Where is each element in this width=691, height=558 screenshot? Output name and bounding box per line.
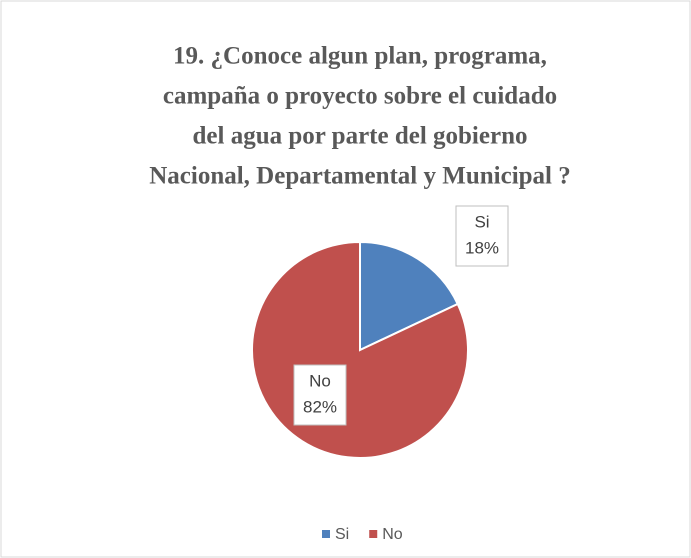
data-label-category: Si	[474, 212, 489, 231]
legend-label: No	[382, 526, 403, 543]
chart-title: 19. ¿Conoce algun plan, programa,	[173, 43, 547, 70]
data-label-box	[293, 364, 347, 426]
legend-label: Si	[335, 526, 349, 543]
chart-title: Nacional, Departamental y Municipal ?	[149, 163, 571, 190]
data-label-box	[455, 205, 509, 267]
data-label-category: No	[309, 371, 331, 390]
legend-swatch	[322, 530, 330, 538]
chart-title: campaña o proyecto sobre el cuidado	[163, 83, 557, 110]
pie-slice	[359, 240, 460, 352]
chart-title: del agua por parte del gobierno	[193, 123, 528, 150]
data-label-value: 18%	[465, 238, 499, 257]
data-label-value: 82%	[303, 397, 337, 416]
legend-swatch	[369, 530, 378, 538]
